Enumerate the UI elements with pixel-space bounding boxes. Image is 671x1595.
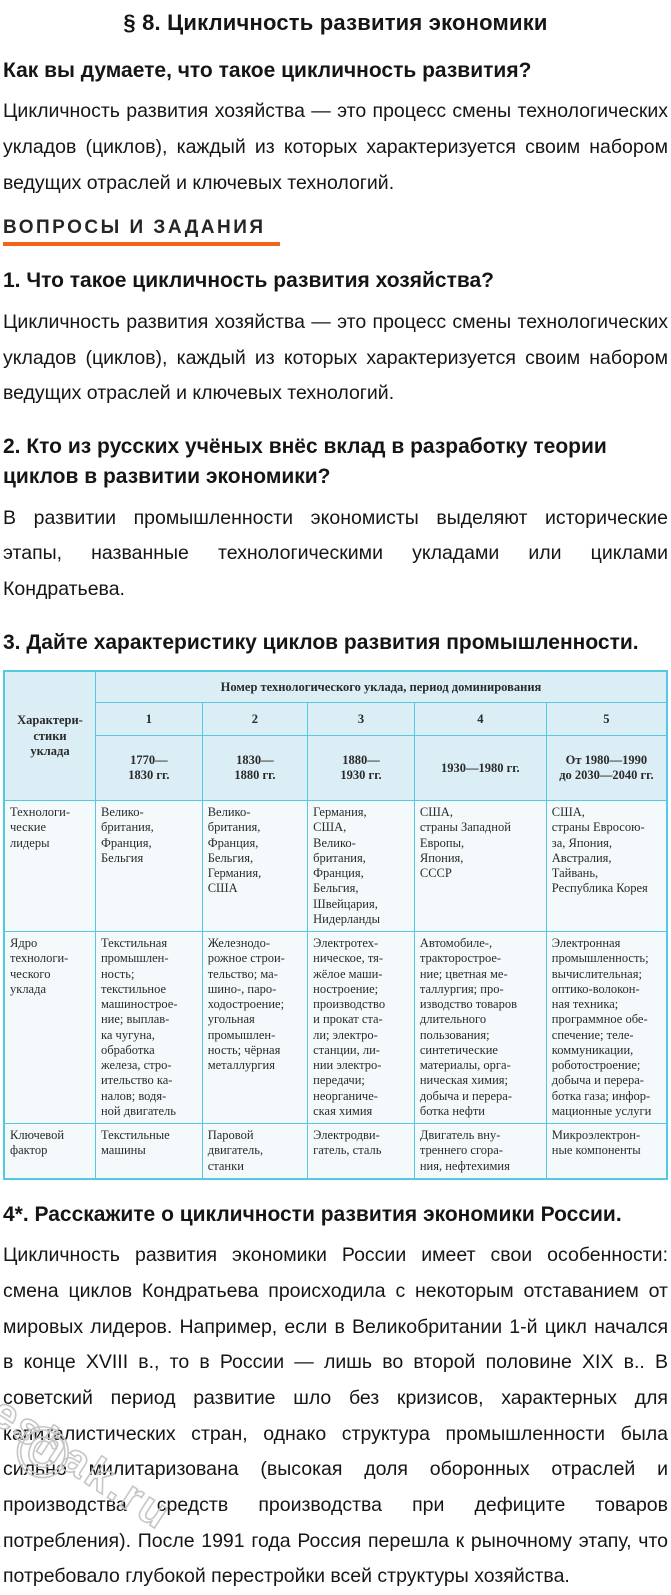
cycle-period-cell: 1930—1980 гг. xyxy=(413,735,547,802)
table-cell: Текстильная промышлен- ность; текстильно… xyxy=(94,931,203,1125)
question-3-title: 3. Дайте характеристику циклов развития … xyxy=(3,630,639,654)
table-cell: Велико- британия, Франция, Бельгия xyxy=(94,800,203,933)
cycle-period-cell: 1830— 1880 гг. xyxy=(201,735,309,802)
table-cell: Автомобиле-, тракторострое- ние; цветная… xyxy=(413,931,547,1125)
question-1-answer: Цикличность развития хозяйства — это про… xyxy=(3,310,668,405)
cycle-number-cell: 1 xyxy=(94,702,203,737)
cycle-number-cell: 2 xyxy=(201,702,309,737)
cycle-number-cell: 3 xyxy=(307,702,415,737)
table-row: Характери- стики уклада Номер технологич… xyxy=(3,670,668,802)
table-cell: Электронная промышленность; вычислительн… xyxy=(545,931,668,1125)
technology-cycles-table: Характери- стики уклада Номер технологич… xyxy=(3,670,668,1180)
table-cell: Велико- британия, Франция, Бельгия, Герм… xyxy=(201,800,309,933)
section-header: ВОПРОСЫ И ЗАДАНИЯ xyxy=(3,217,280,247)
table-cell: США, страны Евросою- за, Япония, Австрал… xyxy=(545,800,668,933)
cycle-number-cell: 4 xyxy=(413,702,547,737)
cycle-period-cell: 1880— 1930 гг. xyxy=(307,735,415,802)
table-cell: Электродви- гатель, сталь xyxy=(307,1123,415,1180)
intro-question: Как вы думаете, что такое цикличность ра… xyxy=(3,59,532,82)
table-row-leaders: Технологи- ческие лидеры Велико- британи… xyxy=(3,800,668,933)
table-cell: Микроэлектрон- ные компоненты xyxy=(545,1123,668,1180)
section-header-wrap: ВОПРОСЫ И ЗАДАНИЯ xyxy=(3,201,668,247)
table-row: 1770— 1830 гг. 1830— 1880 гг. 1880— 1930… xyxy=(4,735,668,802)
table-cell: Двигатель вну- треннего сгора- ния, нефт… xyxy=(413,1123,547,1180)
question-2-title: 2. Кто из русских учёных внёс вклад в ра… xyxy=(3,434,607,489)
question-1-title: 1. Что такое цикличность развития хозяйс… xyxy=(3,269,494,293)
table-row-core: Ядро технологи- ческого уклада Текстильн… xyxy=(3,931,668,1125)
table-row: 1 2 3 4 5 xyxy=(4,702,668,737)
table-row-key-factor: Ключевой фактор Текстильные машины Паров… xyxy=(3,1123,668,1180)
table-corner-cell: Характери- стики уклада xyxy=(3,670,96,802)
table-cell: Электротех- ническое, тя- жёлое маши- но… xyxy=(307,931,415,1125)
cycle-period-cell: От 1980—1990 до 2030—2040 гг. xyxy=(545,735,668,802)
page-title: § 8. Цикличность развития экономики xyxy=(123,10,548,35)
question-4-title: 4*. Расскажите о цикличности развития эк… xyxy=(3,1202,622,1226)
table-cell: Железнодо- рожное строи- тельство; ма- ш… xyxy=(201,931,309,1125)
row-label-leaders: Технологи- ческие лидеры xyxy=(3,800,96,933)
table-cell: Германия, США, Велико- британия, Франция… xyxy=(307,800,415,933)
intro-answer: Цикличность развития хозяйства — это про… xyxy=(3,100,668,194)
row-label-core: Ядро технологи- ческого уклада xyxy=(3,931,96,1125)
row-label-key-factor: Ключевой фактор xyxy=(3,1123,96,1180)
cycle-number-cell: 5 xyxy=(545,702,668,737)
cycle-period-cell: 1770— 1830 гг. xyxy=(94,735,203,802)
question-4-answer: Цикличность развития экономики России им… xyxy=(3,1244,668,1588)
table-cell: Паровой двигатель, станки xyxy=(201,1123,309,1180)
question-2-answer: В развитии промышленности экономисты выд… xyxy=(3,506,668,601)
table-span-header: Номер технологического уклада, период до… xyxy=(94,670,668,704)
table-cell: США, страны Западной Европы, Япония, ССС… xyxy=(413,800,547,933)
table-cell: Текстильные машины xyxy=(94,1123,203,1180)
